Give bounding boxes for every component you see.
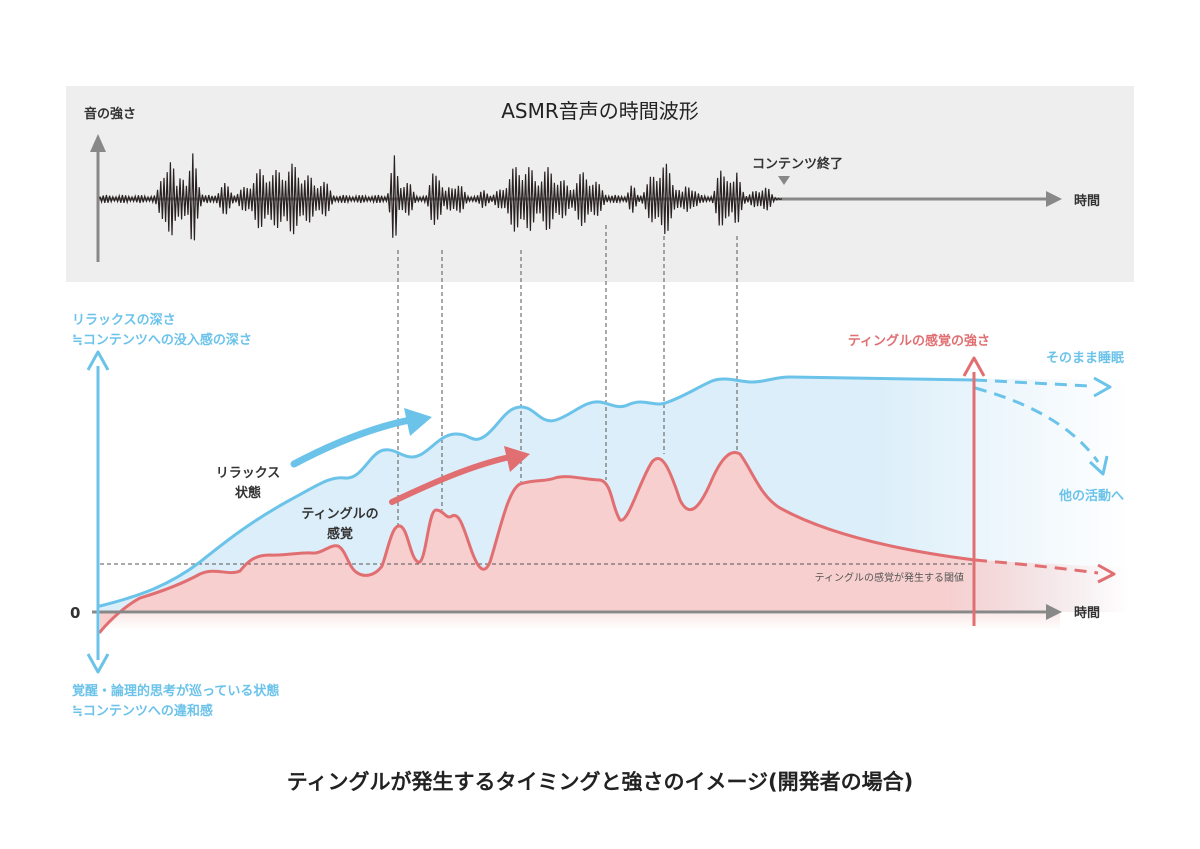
sleep-label: そのまま睡眠 bbox=[1046, 350, 1124, 366]
tingle-fade-arrowhead bbox=[1097, 563, 1116, 584]
waveform-y-axis-label: 音の強さ bbox=[84, 106, 136, 122]
tingle-sense-label-line2: 感覚 bbox=[327, 526, 353, 542]
waveform-x-axis-arrowhead bbox=[1046, 191, 1062, 207]
other-activity-arrowhead bbox=[1088, 455, 1109, 476]
tingle-sense-label-line1: ティングルの bbox=[301, 506, 378, 522]
waveform-title: ASMR音声の時間波形 bbox=[501, 99, 699, 123]
main-x-axis-label: 時間 bbox=[1074, 605, 1100, 621]
relax-y-axis-label-line1: リラックスの深さ bbox=[72, 312, 176, 328]
waveform-panel-background bbox=[66, 86, 1134, 282]
timing-guide-lines bbox=[397, 225, 738, 526]
tingle-strength-axis-arrowhead bbox=[962, 356, 986, 377]
figure-caption: ティングルが発生するタイミングと強さのイメージ(開発者の場合) bbox=[287, 770, 914, 794]
below-zero-red-area bbox=[100, 614, 1060, 630]
relax-trend-arrowhead bbox=[404, 408, 432, 436]
content-end-marker-icon bbox=[778, 176, 790, 185]
tingle-strength-area bbox=[100, 452, 1130, 632]
tingle-fade-path-dashed bbox=[974, 558, 1099, 575]
tingle-trend-arrow bbox=[389, 454, 513, 505]
relax-state-label-line1: リラックス bbox=[216, 466, 281, 481]
threshold-label: ティングルの感覚が発生する閾値 bbox=[815, 571, 964, 584]
awake-y-axis-label-line2: ≒コンテンツへの違和感 bbox=[72, 703, 213, 719]
main-chart: ティングルの感覚が発生する閾値 時間 0 リラックスの深さ ≒コンテンツへの没入… bbox=[70, 225, 1130, 719]
relax-trend-arrow bbox=[290, 416, 414, 468]
relax-y-axis-bottom-arrowhead bbox=[86, 653, 110, 674]
awake-y-axis-label-line1: 覚醒・論理的思考が巡っている状態 bbox=[71, 683, 279, 699]
other-activity-label: 他の活動へ bbox=[1058, 488, 1124, 504]
zero-label: 0 bbox=[70, 604, 80, 622]
tingle-strength-label: ティングルの感覚の強さ bbox=[848, 333, 990, 349]
relax-y-axis-top-arrowhead bbox=[86, 350, 110, 371]
waveform-panel: ASMR音声の時間波形 音の強さ 時間 コンテンツ終了 bbox=[66, 86, 1134, 282]
main-x-axis-arrowhead bbox=[1046, 604, 1062, 620]
relax-state-label-line2: 状態 bbox=[235, 485, 261, 501]
sleep-arrowhead bbox=[1093, 376, 1112, 398]
relax-depth-line bbox=[98, 375, 977, 608]
waveform-y-axis-arrowhead bbox=[90, 134, 106, 152]
other-activity-path-dashed bbox=[974, 386, 1100, 463]
relax-y-axis-label-line2: ≒コンテンツへの没入感の深さ bbox=[72, 332, 252, 348]
waveform-x-axis-label: 時間 bbox=[1074, 193, 1100, 209]
asmr-waveform-line bbox=[99, 153, 783, 241]
tingle-trend-arrowhead bbox=[504, 446, 530, 472]
tingle-strength-line bbox=[98, 451, 977, 634]
content-end-label: コンテンツ終了 bbox=[752, 156, 843, 172]
